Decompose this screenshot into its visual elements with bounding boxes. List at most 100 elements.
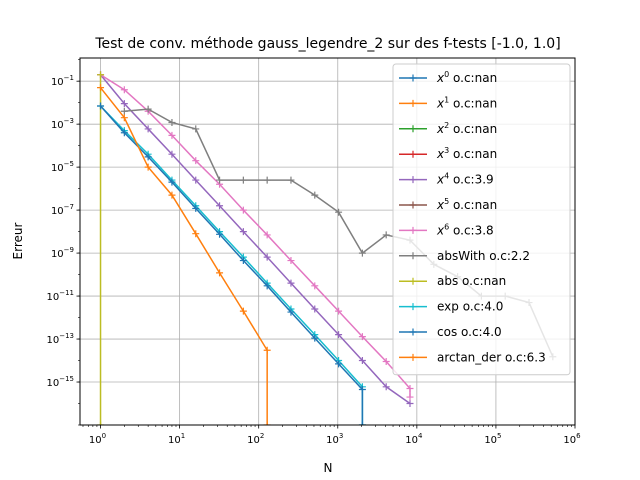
legend-label: x2 o.c:nan	[436, 121, 497, 136]
y-tick-label: 10−9	[51, 246, 74, 260]
legend-label: x6 o.c:3.8	[436, 222, 494, 237]
legend-marker	[409, 176, 417, 184]
legend-entry: x6 o.c:3.8	[399, 222, 494, 237]
data-point-marker	[263, 231, 271, 239]
data-point-marker	[335, 360, 343, 368]
data-point-marker	[263, 282, 271, 290]
y-tick-label: 10−7	[51, 203, 74, 217]
x-tick-label: 100	[89, 432, 106, 446]
series-4	[97, 71, 414, 408]
data-point-marker	[406, 393, 414, 401]
series-8	[97, 71, 105, 425]
data-point-marker	[335, 208, 343, 216]
data-point-marker	[382, 383, 390, 391]
data-point-marker	[120, 114, 128, 122]
data-point-marker	[311, 334, 319, 342]
series-6	[97, 71, 414, 401]
data-point-marker	[120, 100, 128, 108]
data-point-marker	[239, 206, 247, 214]
data-point-marker	[239, 176, 247, 184]
y-tick-label: 10−1	[51, 74, 74, 88]
data-point-marker	[216, 269, 224, 277]
legend-entry: cos o.c:4.0	[399, 325, 502, 339]
data-point-marker	[335, 331, 343, 339]
legend-label: x3 o.c:nan	[436, 146, 497, 161]
series-11	[97, 84, 271, 425]
legend-entry: arctan_der o.c:6.3	[399, 350, 546, 364]
data-point-marker	[358, 421, 366, 425]
y-tick-label: 10−13	[46, 332, 74, 346]
legend-label: cos o.c:4.0	[437, 325, 502, 339]
data-point-marker	[192, 176, 200, 184]
x-axis-label: N	[324, 461, 333, 475]
data-point-marker	[216, 176, 224, 184]
data-point-marker	[144, 125, 152, 133]
data-point-marker	[406, 400, 414, 408]
data-point-marker	[120, 107, 128, 115]
legend-marker	[409, 252, 417, 260]
legend-entry: x1 o.c:nan	[399, 95, 497, 110]
legend-marker	[409, 74, 417, 82]
legend-entry: abs o.c:nan	[399, 274, 506, 288]
data-point-marker	[168, 178, 176, 186]
data-point-marker	[382, 358, 390, 366]
data-point-marker	[335, 307, 343, 315]
series-line	[99, 74, 411, 405]
data-point-marker	[216, 202, 224, 210]
data-point-marker	[239, 257, 247, 265]
x-tick-label: 104	[405, 432, 423, 446]
legend-label: x0 o.c:nan	[436, 70, 497, 85]
data-point-marker	[263, 421, 271, 425]
data-point-marker	[168, 118, 176, 126]
data-point-marker	[192, 157, 200, 165]
data-point-marker	[192, 125, 200, 133]
data-point-marker	[144, 153, 152, 161]
data-point-marker	[311, 191, 319, 199]
legend-entry: x2 o.c:nan	[399, 121, 497, 136]
data-point-marker	[192, 204, 200, 212]
data-point-marker	[97, 421, 105, 425]
data-point-marker	[216, 230, 224, 238]
y-tick-label: 10−11	[46, 289, 74, 303]
data-point-marker	[287, 257, 295, 265]
data-point-marker	[287, 279, 295, 287]
series-layer	[97, 71, 557, 425]
x-tick-label: 105	[484, 432, 501, 446]
data-point-marker	[358, 357, 366, 365]
y-tick-label: 10−5	[51, 160, 74, 174]
y-tick-label: 10−15	[46, 375, 74, 389]
chart-title: Test de conv. méthode gauss_legendre_2 s…	[94, 36, 560, 52]
legend-entry: x5 o.c:nan	[399, 197, 497, 212]
data-point-marker	[239, 228, 247, 236]
data-point-marker	[287, 176, 295, 184]
y-axis-label: Erreur	[11, 222, 25, 259]
data-point-marker	[263, 176, 271, 184]
legend-entry: absWith o.c:2.2	[399, 249, 530, 263]
legend-label: x5 o.c:nan	[436, 197, 497, 212]
data-point-marker	[97, 84, 105, 92]
series-10	[97, 102, 366, 425]
legend-marker	[409, 226, 417, 234]
legend-marker	[409, 303, 417, 311]
data-point-marker	[97, 102, 105, 110]
data-point-marker	[192, 230, 200, 238]
legend-marker	[409, 353, 417, 361]
legend-marker	[409, 150, 417, 158]
data-point-marker	[168, 150, 176, 158]
data-point-marker	[144, 163, 152, 171]
data-point-marker	[120, 86, 128, 94]
x-tick-label: 106	[563, 432, 581, 446]
legend-label: x1 o.c:nan	[436, 95, 497, 110]
data-point-marker	[358, 249, 366, 257]
legend-marker	[409, 277, 417, 285]
data-point-marker	[311, 305, 319, 313]
data-point-marker	[144, 105, 152, 113]
legend-label: exp o.c:4.0	[437, 300, 503, 314]
legend-box	[392, 63, 571, 376]
legend-label: absWith o.c:2.2	[437, 249, 530, 263]
data-point-marker	[263, 253, 271, 261]
data-point-marker	[97, 71, 105, 79]
legend-label: abs o.c:nan	[437, 274, 506, 288]
legend-marker	[409, 99, 417, 107]
